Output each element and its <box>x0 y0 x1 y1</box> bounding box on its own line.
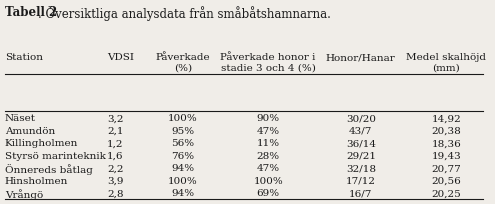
Text: 90%: 90% <box>256 114 280 123</box>
Text: 28%: 28% <box>256 152 280 161</box>
Text: 29/21: 29/21 <box>346 152 376 161</box>
Text: 43/7: 43/7 <box>349 127 373 136</box>
Text: 95%: 95% <box>171 127 195 136</box>
Text: 36/14: 36/14 <box>346 139 376 148</box>
Text: Vrångö: Vrångö <box>5 190 43 200</box>
Text: 3,2: 3,2 <box>107 114 124 123</box>
Text: 30/20: 30/20 <box>346 114 376 123</box>
Text: 1,2: 1,2 <box>107 139 124 148</box>
Text: 3,9: 3,9 <box>107 177 124 186</box>
Text: 20,38: 20,38 <box>431 127 461 136</box>
Text: 100%: 100% <box>168 177 198 186</box>
Text: 20,25: 20,25 <box>431 190 461 198</box>
Text: . Översiktliga analysdata från småbåtshamnarna.: . Översiktliga analysdata från småbåtsha… <box>38 6 331 21</box>
Text: 76%: 76% <box>171 152 195 161</box>
Text: 14,92: 14,92 <box>431 114 461 123</box>
Text: 2,1: 2,1 <box>107 127 124 136</box>
Text: 47%: 47% <box>256 164 280 173</box>
Text: Påverkade honor i
stadie 3 och 4 (%): Påverkade honor i stadie 3 och 4 (%) <box>220 53 316 72</box>
Text: 19,43: 19,43 <box>431 152 461 161</box>
Text: Killingholmen: Killingholmen <box>5 139 78 148</box>
Text: Hinsholmen: Hinsholmen <box>5 177 68 186</box>
Text: Styrsö marinteknik: Styrsö marinteknik <box>5 152 106 161</box>
Text: 17/12: 17/12 <box>346 177 376 186</box>
Text: 18,36: 18,36 <box>431 139 461 148</box>
Text: 56%: 56% <box>171 139 195 148</box>
Text: 69%: 69% <box>256 190 280 198</box>
Text: 94%: 94% <box>171 190 195 198</box>
Text: Påverkade
(%): Påverkade (%) <box>155 53 210 72</box>
Text: Tabell 2: Tabell 2 <box>5 6 57 19</box>
Text: 11%: 11% <box>256 139 280 148</box>
Text: 47%: 47% <box>256 127 280 136</box>
Text: Station: Station <box>5 53 43 62</box>
Text: VDSI: VDSI <box>107 53 134 62</box>
Text: 2,2: 2,2 <box>107 164 124 173</box>
Text: 100%: 100% <box>168 114 198 123</box>
Text: 2,8: 2,8 <box>107 190 124 198</box>
Text: Amundön: Amundön <box>5 127 55 136</box>
Text: Medel skalhöjd
(mm): Medel skalhöjd (mm) <box>406 53 486 72</box>
Text: 32/18: 32/18 <box>346 164 376 173</box>
Text: 16/7: 16/7 <box>349 190 373 198</box>
Text: 94%: 94% <box>171 164 195 173</box>
Text: 20,77: 20,77 <box>431 164 461 173</box>
Text: Honor/Hanar: Honor/Hanar <box>326 53 396 62</box>
Text: 20,56: 20,56 <box>431 177 461 186</box>
Text: 100%: 100% <box>253 177 283 186</box>
Text: Näset: Näset <box>5 114 36 123</box>
Text: 1,6: 1,6 <box>107 152 124 161</box>
Text: Önnereds båtlag: Önnereds båtlag <box>5 164 93 175</box>
